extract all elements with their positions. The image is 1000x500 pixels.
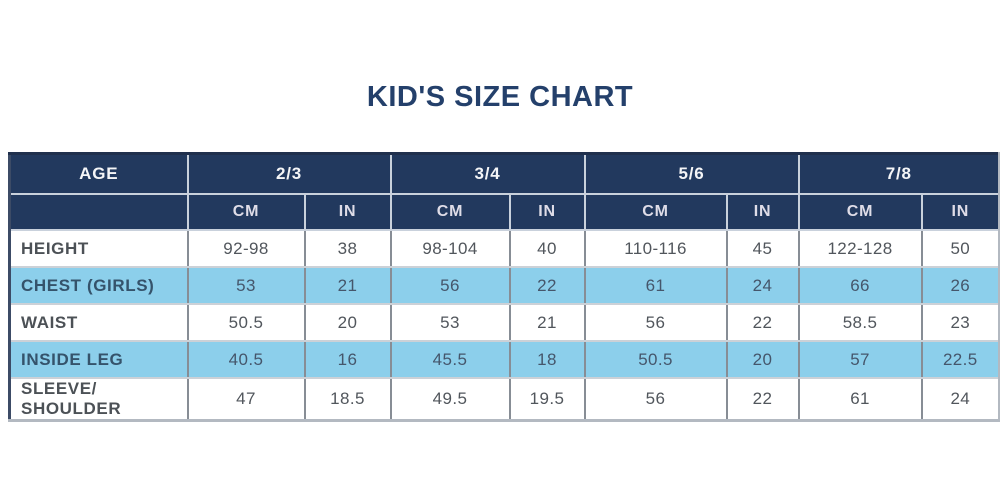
unit-header: IN	[303, 193, 392, 231]
table-row-sleeve-shoulder: SLEEVE/ SHOULDER 47 18.5 49.5 19.5 56 22…	[8, 377, 1000, 422]
table-cell: 21	[303, 266, 392, 305]
table-cell: 50.5	[186, 303, 306, 342]
size-group-header-3-4: 3/4	[389, 152, 586, 195]
kids-size-chart-table: AGE 2/3 3/4 5/6 7/8 CM IN CM IN CM IN CM…	[8, 152, 1000, 422]
table-cell: 40	[508, 229, 586, 268]
table-cell: 45	[725, 229, 800, 268]
table-cell: 18	[508, 340, 586, 379]
table-cell: 53	[389, 303, 511, 342]
table-cell: 20	[725, 340, 800, 379]
table-cell: 16	[303, 340, 392, 379]
unit-header: IN	[725, 193, 800, 231]
table-cell: 22	[725, 303, 800, 342]
table-cell: 58.5	[797, 303, 923, 342]
row-label: INSIDE LEG	[8, 340, 189, 379]
size-group-header-7-8: 7/8	[797, 152, 1000, 195]
age-column-header: AGE	[8, 152, 189, 195]
row-label: SLEEVE/ SHOULDER	[8, 377, 189, 422]
table-cell: 61	[583, 266, 728, 305]
size-group-header-2-3: 2/3	[186, 152, 392, 195]
header-row-units: CM IN CM IN CM IN CM IN	[8, 193, 1000, 231]
table-cell: 45.5	[389, 340, 511, 379]
table-cell: 22	[725, 377, 800, 422]
table-cell: 18.5	[303, 377, 392, 422]
table-cell: 21	[508, 303, 586, 342]
header-row-sizes: AGE 2/3 3/4 5/6 7/8	[8, 152, 1000, 195]
table-cell: 56	[583, 303, 728, 342]
row-label: HEIGHT	[8, 229, 189, 268]
table-cell: 22	[508, 266, 586, 305]
unit-header: IN	[508, 193, 586, 231]
table-cell: 20	[303, 303, 392, 342]
unit-header: CM	[186, 193, 306, 231]
table-row-chest-girls: CHEST (GIRLS) 53 21 56 22 61 24 66 26	[8, 266, 1000, 305]
table-cell: 110-116	[583, 229, 728, 268]
row-label: CHEST (GIRLS)	[8, 266, 189, 305]
page-title: KID'S SIZE CHART	[366, 81, 634, 113]
unit-header: CM	[583, 193, 728, 231]
table-row-waist: WAIST 50.5 20 53 21 56 22 58.5 23	[8, 303, 1000, 342]
table-cell: 66	[797, 266, 923, 305]
table-cell: 50.5	[583, 340, 728, 379]
unit-header: CM	[389, 193, 511, 231]
table-cell: 92-98	[186, 229, 306, 268]
table-row-inside-leg: INSIDE LEG 40.5 16 45.5 18 50.5 20 57 22…	[8, 340, 1000, 379]
empty-header-cell	[8, 193, 189, 231]
table-cell: 23	[920, 303, 1000, 342]
table-cell: 57	[797, 340, 923, 379]
table-cell: 22.5	[920, 340, 1000, 379]
table-cell: 53	[186, 266, 306, 305]
table-row-height: HEIGHT 92-98 38 98-104 40 110-116 45 122…	[8, 229, 1000, 268]
table-cell: 26	[920, 266, 1000, 305]
table-cell: 38	[303, 229, 392, 268]
table-cell: 98-104	[389, 229, 511, 268]
table-cell: 40.5	[186, 340, 306, 379]
unit-header: CM	[797, 193, 923, 231]
table-cell: 50	[920, 229, 1000, 268]
row-label: WAIST	[8, 303, 189, 342]
table-cell: 61	[797, 377, 923, 422]
unit-header: IN	[920, 193, 1000, 231]
table-cell: 49.5	[389, 377, 511, 422]
table-cell: 122-128	[797, 229, 923, 268]
table-cell: 24	[725, 266, 800, 305]
table-cell: 56	[389, 266, 511, 305]
table-cell: 24	[920, 377, 1000, 422]
table-cell: 47	[186, 377, 306, 422]
table-cell: 56	[583, 377, 728, 422]
size-group-header-5-6: 5/6	[583, 152, 800, 195]
table-cell: 19.5	[508, 377, 586, 422]
